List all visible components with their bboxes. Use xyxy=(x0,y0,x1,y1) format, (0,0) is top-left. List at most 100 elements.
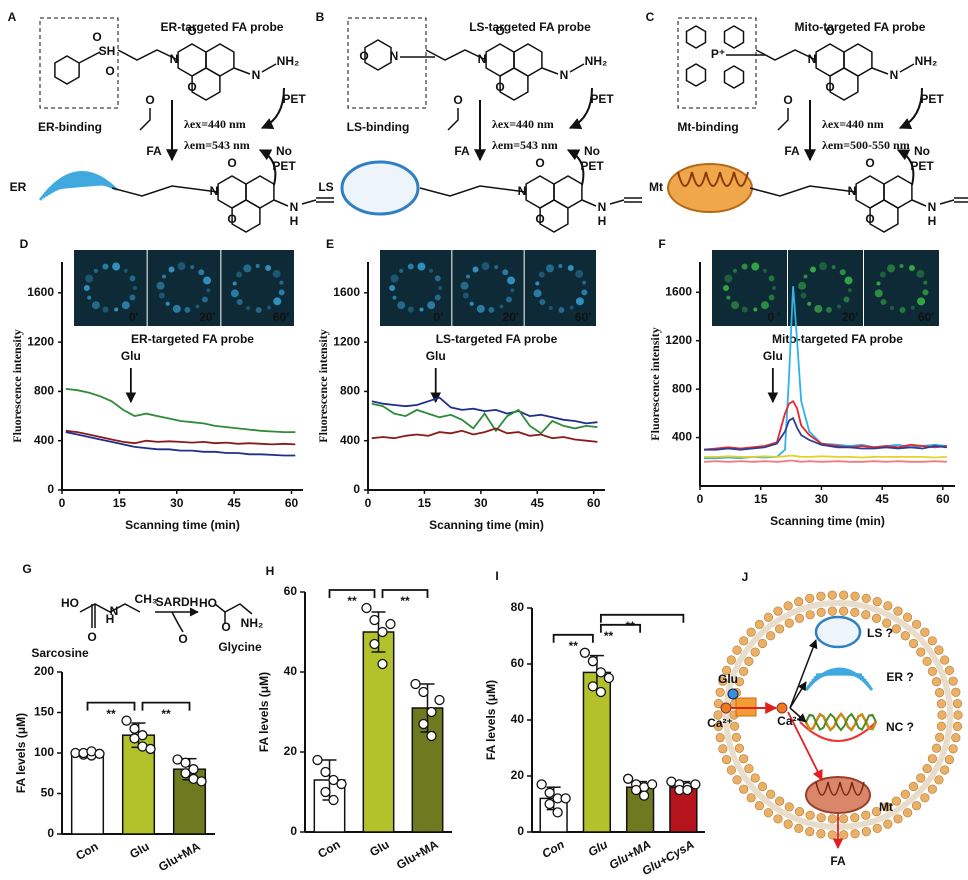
micrograph-spot xyxy=(825,306,832,313)
lipid-head xyxy=(816,813,826,823)
lipid-head xyxy=(732,775,742,785)
organelle-label: ER ? xyxy=(886,670,913,684)
stroke xyxy=(78,51,101,64)
atom: CH₃ xyxy=(135,592,158,606)
organelle-label: Mt xyxy=(879,800,893,814)
panel-letter: E xyxy=(326,237,334,251)
lipid-head xyxy=(872,823,882,833)
micrograph-spot xyxy=(488,306,495,313)
organelle-label: ER xyxy=(10,180,27,194)
micrograph-spot xyxy=(132,286,137,290)
data-point xyxy=(196,776,207,787)
significance-label: ** xyxy=(400,594,410,608)
lipid-head xyxy=(763,808,773,818)
stroke xyxy=(871,67,889,75)
data-point xyxy=(690,779,701,790)
lipid-head xyxy=(861,810,871,820)
micrograph-spot xyxy=(847,288,852,293)
micrograph-spot xyxy=(535,281,540,286)
atom: P⁺ xyxy=(711,47,725,61)
lipid-head xyxy=(882,802,892,812)
micrograph-spot xyxy=(768,294,775,301)
shape xyxy=(719,171,735,187)
micrograph-spot xyxy=(558,306,565,313)
lipid-head xyxy=(920,793,930,803)
micrograph-spot xyxy=(575,269,584,278)
micrograph-spot xyxy=(168,266,175,273)
shape xyxy=(539,199,569,233)
shape xyxy=(231,199,261,233)
micrograph-spot xyxy=(923,280,928,285)
micrograph-spot xyxy=(184,306,191,313)
significance-label: ** xyxy=(604,629,614,643)
micrograph-spot xyxy=(390,274,399,283)
ca-dot xyxy=(720,702,732,714)
x-tick-label: 30 xyxy=(815,492,829,506)
x-axis-label: Scanning time (min) xyxy=(429,518,544,532)
shape xyxy=(425,49,487,61)
lipid-head xyxy=(805,593,815,603)
micrograph-spot xyxy=(899,306,906,313)
micrograph-spot xyxy=(91,301,100,310)
panel-letter: G xyxy=(22,562,31,576)
x-tick-label: 15 xyxy=(418,496,432,510)
lipid-head xyxy=(908,638,919,649)
atom: O xyxy=(495,80,504,94)
lipid-head xyxy=(937,710,947,720)
stroke xyxy=(233,67,251,75)
micrograph-spot xyxy=(814,304,823,313)
data-point xyxy=(638,790,650,801)
micrograph-spot xyxy=(462,292,469,299)
lipid-head xyxy=(891,624,901,634)
micrograph-spot xyxy=(273,297,282,306)
atom: O xyxy=(825,24,834,38)
micrograph-spot xyxy=(93,268,98,273)
significance-bracket xyxy=(141,701,191,711)
lipid-head xyxy=(934,688,945,698)
binding-box xyxy=(677,17,757,109)
micrograph-spot xyxy=(265,264,272,271)
lipid-head xyxy=(861,610,871,620)
atom: SH xyxy=(99,44,116,58)
micrograph-spot xyxy=(839,269,846,276)
atom: N xyxy=(252,68,261,82)
pet-arrow xyxy=(568,87,593,129)
enzyme: SARDH xyxy=(156,595,199,609)
data-point xyxy=(622,773,634,784)
micrograph-spot xyxy=(874,289,883,298)
y-tick-label: 20 xyxy=(511,768,525,782)
micrograph-spot xyxy=(533,289,542,298)
product-name: Glycine xyxy=(218,640,262,654)
x-tick-label: 0 xyxy=(697,492,704,506)
data-point xyxy=(587,656,599,667)
lipid-head xyxy=(927,666,937,676)
y-axis-label: FA levels (μM) xyxy=(257,672,271,752)
data-point xyxy=(682,784,693,796)
atom: O xyxy=(535,156,544,170)
lipid-head xyxy=(952,721,963,732)
atom: NH₂ xyxy=(915,54,938,68)
lipid-head xyxy=(940,655,950,665)
x-tick-label: 30 xyxy=(170,496,184,510)
reactant-name: Sarcosine xyxy=(31,646,89,660)
stroke xyxy=(541,67,559,75)
data-point xyxy=(320,786,331,798)
atom: O xyxy=(187,24,196,38)
micrograph-spot xyxy=(114,307,119,312)
lipid-head xyxy=(715,733,725,743)
lipid-head xyxy=(839,606,849,616)
data-point xyxy=(129,733,140,744)
micrograph-spot xyxy=(206,288,211,293)
significance-bracket xyxy=(599,623,642,633)
lipid-head xyxy=(948,744,958,754)
micrograph-spot xyxy=(768,275,775,282)
lipid-head xyxy=(750,773,760,783)
x-tick-label: 0 xyxy=(59,496,66,510)
lipid-head xyxy=(900,631,910,641)
pet-label: PET xyxy=(590,92,614,106)
atom: O xyxy=(227,212,236,226)
atom: N xyxy=(210,184,219,198)
micrograph-spot xyxy=(505,296,512,303)
lipid-head xyxy=(827,590,837,600)
x-tick-label: 15 xyxy=(754,492,768,506)
